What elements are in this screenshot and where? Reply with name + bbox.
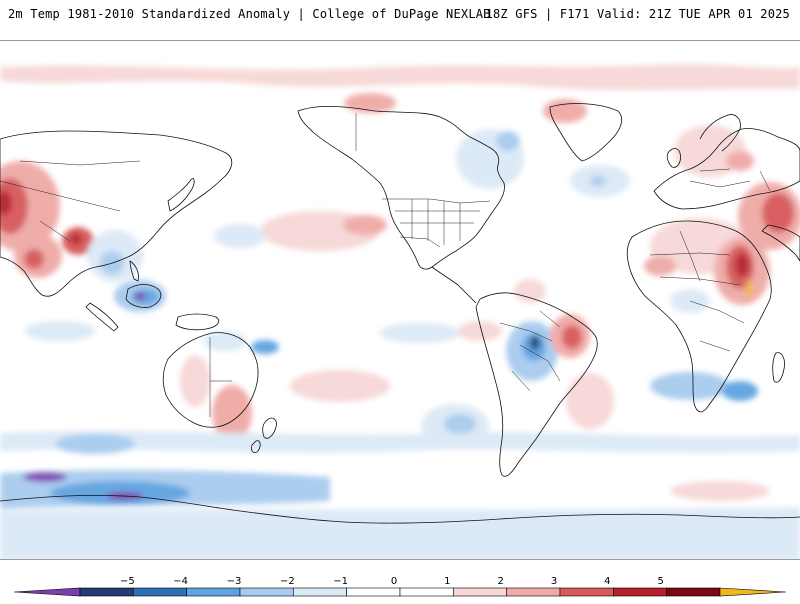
antarctica-coast xyxy=(0,494,800,524)
south-america-coast xyxy=(475,292,598,477)
colorbar-segment xyxy=(666,587,721,597)
cool-s-indian-ocean xyxy=(650,372,730,400)
colorbar-tick-label: −1 xyxy=(333,576,349,587)
cool-patch-canada-2 xyxy=(496,131,520,151)
southern-ocean-cool-band xyxy=(0,430,800,453)
warm-patch-arctic-atl xyxy=(543,99,587,123)
philippines-coast xyxy=(129,260,139,282)
madagascar-coast xyxy=(772,352,785,383)
colorbar-ramp xyxy=(13,587,787,597)
colorbar-tick-label: −3 xyxy=(226,576,242,587)
british-isles-coast xyxy=(666,148,681,168)
colorbar-segment xyxy=(559,587,614,597)
antarctic-edge-band xyxy=(0,507,800,559)
colorbar-tick-label: 4 xyxy=(604,576,611,587)
warm-se-asia-peak xyxy=(70,233,82,245)
warm-west-africa xyxy=(644,256,676,276)
scandinavia-coast xyxy=(699,114,741,152)
warm-middle-east-core xyxy=(762,193,794,233)
asia-coast xyxy=(0,130,233,297)
new-guinea-coast xyxy=(175,313,220,331)
colorbar-tick-label: −4 xyxy=(173,576,189,587)
us-states-grid xyxy=(395,199,480,245)
japan-coast xyxy=(167,178,195,212)
cool-patch-atl-spot xyxy=(590,176,606,186)
africa-coast xyxy=(626,220,772,413)
warm-central-asia-peak xyxy=(0,191,12,215)
cool-south-america-peak xyxy=(530,336,540,350)
colorbar-tick-label: 1 xyxy=(444,576,451,587)
warm-east-africa-extreme xyxy=(746,279,752,299)
product-title: 2m Temp 1981-2010 Standardized Anomaly |… xyxy=(8,7,491,21)
cool-indian-ocean xyxy=(25,321,95,341)
colorbar-segment xyxy=(506,587,561,597)
australia-borders xyxy=(209,337,232,417)
borneo-coast xyxy=(125,284,162,308)
colorbar-segment xyxy=(346,587,401,597)
warm-antarctic-right xyxy=(670,481,770,501)
colorbar-tick-label: 5 xyxy=(657,576,664,587)
warm-patch-siberia xyxy=(344,93,396,113)
colorbar-tick-label: 2 xyxy=(497,576,504,587)
warm-australia-west xyxy=(180,355,210,407)
model-run-info: 18Z GFS | F171 Valid: 21Z TUE APR 01 202… xyxy=(485,7,790,21)
arctic-warm-band xyxy=(0,64,800,91)
europe-coast xyxy=(653,128,800,210)
new-zealand-coast xyxy=(251,417,277,453)
colorbar-segment xyxy=(79,587,134,597)
australia-coast xyxy=(162,332,259,428)
cool-s-pacific xyxy=(380,323,460,343)
sumatra-coast xyxy=(85,302,119,332)
greenland-coast xyxy=(549,103,623,162)
warm-n-pacific-core xyxy=(343,215,387,235)
header: 2m Temp 1981-2010 Standardized Anomaly |… xyxy=(0,0,800,30)
political-borders xyxy=(0,113,771,417)
coastlines xyxy=(0,103,800,524)
colorbar: −5 −4 −3 −2 −1 0 1 2 3 4 5 xyxy=(0,566,800,600)
warm-australia-se xyxy=(212,385,252,441)
colorbar-segment xyxy=(133,587,187,597)
antarctic-cool-peak xyxy=(23,472,67,482)
colorbar-segment xyxy=(613,587,667,597)
cool-borneo-peak xyxy=(134,292,146,300)
anomaly-map xyxy=(0,41,800,559)
warm-s-pacific xyxy=(290,370,390,402)
europe-borders xyxy=(689,168,771,192)
warm-s-atlantic xyxy=(566,373,614,429)
cool-s-indian-ocean-2 xyxy=(722,381,758,401)
central-america-coast xyxy=(431,266,477,304)
map-panel xyxy=(0,40,800,560)
us-canada-border xyxy=(382,198,491,204)
cool-south-pacific-spot xyxy=(251,340,279,354)
warm-india-core xyxy=(24,249,44,269)
warm-tropical-pacific xyxy=(458,321,502,341)
cool-south-ocean-patch xyxy=(55,434,135,454)
warm-east-africa-peak xyxy=(735,253,749,277)
colorbar-segment xyxy=(453,587,507,597)
colorbar-cap-high xyxy=(719,587,787,597)
colorbar-segment xyxy=(399,587,454,597)
anomaly-shading xyxy=(0,64,800,559)
south-america-borders xyxy=(499,310,561,392)
colorbar-tick-label: 3 xyxy=(550,576,558,587)
cool-central-pacific xyxy=(214,224,266,248)
colorbar-tick-label: −2 xyxy=(279,576,295,587)
cool-se-pacific-core xyxy=(444,414,476,434)
asia-borders xyxy=(0,160,141,242)
africa-borders xyxy=(649,230,745,352)
colorbar-segment xyxy=(186,587,241,597)
colorbar-cap-low xyxy=(13,587,81,597)
warm-amazon xyxy=(514,279,546,303)
colorbar-tick-label: −5 xyxy=(119,576,135,587)
warm-brazil-core xyxy=(562,325,582,349)
warm-europe-core xyxy=(726,151,754,171)
colorbar-segment xyxy=(239,587,294,597)
colorbar-segment xyxy=(293,587,347,597)
north-america-coast xyxy=(297,105,505,270)
colorbar-tick-label: 0 xyxy=(390,576,398,587)
arabia-coast xyxy=(761,224,800,262)
